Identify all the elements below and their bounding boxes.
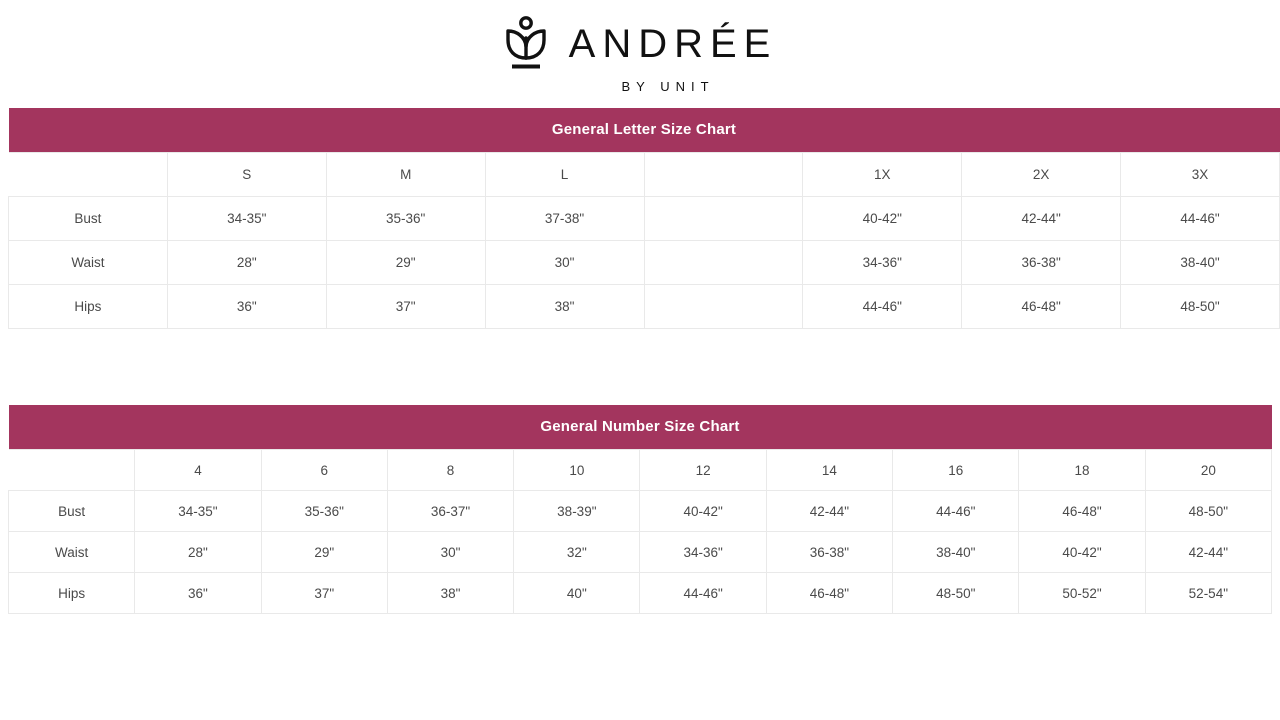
letter-chart-title-row: General Letter Size Chart — [8, 108, 1280, 153]
number-size-chart: General Number Size Chart 4 6 8 10 12 14… — [7, 405, 1273, 614]
number-waist-8: 30" — [386, 531, 515, 573]
letter-bust-1x: 40-42" — [802, 196, 963, 241]
number-header-16: 16 — [892, 449, 1020, 491]
number-hips-18: 50-52" — [1018, 572, 1146, 614]
number-hips-16: 48-50" — [892, 572, 1020, 614]
number-header-12: 12 — [639, 449, 767, 491]
letter-waist-s: 28" — [166, 240, 327, 285]
letter-size-chart: General Letter Size Chart S M L 1X 2X 3X… — [8, 108, 1280, 329]
number-chart-header-row: 4 6 8 10 12 14 16 18 20 — [8, 449, 1273, 491]
number-bust-6: 35-36" — [260, 490, 388, 532]
letter-bust-3x: 44-46" — [1120, 196, 1280, 241]
table-row: Waist 28" 29" 30" 34-36" 36-38" 38-40" — [8, 240, 1280, 285]
letter-header-corner — [8, 152, 168, 197]
number-hips-6: 37" — [260, 572, 388, 614]
number-hips-12: 44-46" — [639, 572, 767, 614]
brand-tagline: BY UNIT — [621, 79, 715, 94]
number-waist-14: 36-38" — [765, 531, 894, 573]
number-hips-4: 36" — [134, 572, 262, 614]
letter-waist-m: 29" — [325, 240, 486, 285]
number-chart-title-row: General Number Size Chart — [8, 405, 1272, 450]
letter-header-2x: 2X — [961, 152, 1122, 197]
letter-header-1x: 1X — [802, 152, 963, 197]
number-bust-20: 48-50" — [1144, 490, 1273, 532]
number-header-20: 20 — [1144, 449, 1273, 491]
letter-row-label-waist: Waist — [8, 240, 168, 285]
number-chart-title: General Number Size Chart — [8, 405, 1272, 450]
letter-row-label-hips: Hips — [8, 284, 168, 329]
brand-logo: ANDRÉE BY UNIT — [0, 16, 1280, 94]
number-hips-8: 38" — [386, 572, 515, 614]
number-bust-10: 38-39" — [513, 490, 641, 532]
letter-header-m: M — [325, 152, 486, 197]
number-waist-6: 29" — [260, 531, 388, 573]
tulip-flower-icon — [505, 16, 546, 69]
number-hips-14: 46-48" — [765, 572, 894, 614]
letter-hips-m: 37" — [325, 284, 486, 329]
brand-name: ANDRÉE — [568, 22, 778, 66]
number-waist-16: 38-40" — [892, 531, 1020, 573]
number-header-10: 10 — [513, 449, 641, 491]
letter-bust-l: 37-38" — [484, 196, 645, 241]
number-waist-20: 42-44" — [1144, 531, 1273, 573]
letter-bust-spacer — [643, 196, 804, 241]
number-hips-10: 40" — [513, 572, 641, 614]
number-header-4: 4 — [134, 449, 262, 491]
number-bust-14: 42-44" — [765, 490, 894, 532]
number-header-corner — [8, 449, 136, 491]
letter-row-label-bust: Bust — [8, 196, 168, 241]
number-waist-12: 34-36" — [639, 531, 767, 573]
number-waist-18: 40-42" — [1018, 531, 1146, 573]
letter-header-s: S — [166, 152, 327, 197]
letter-waist-spacer — [643, 240, 804, 285]
number-row-label-waist: Waist — [7, 531, 136, 573]
table-row: Hips 36" 37" 38" 44-46" 46-48" 48-50" — [8, 284, 1280, 329]
table-row: Bust 34-35" 35-36" 36-37" 38-39" 40-42" … — [7, 490, 1273, 532]
letter-chart-title: General Letter Size Chart — [8, 108, 1280, 153]
letter-bust-s: 34-35" — [166, 196, 327, 241]
letter-chart-header-row: S M L 1X 2X 3X — [8, 152, 1280, 197]
number-bust-8: 36-37" — [386, 490, 515, 532]
number-row-label-hips: Hips — [7, 572, 136, 614]
table-row: Hips 36" 37" 38" 40" 44-46" 46-48" 48-50… — [7, 572, 1273, 614]
letter-waist-2x: 36-38" — [961, 240, 1122, 285]
letter-hips-2x: 46-48" — [961, 284, 1122, 329]
number-hips-20: 52-54" — [1144, 572, 1273, 614]
letter-hips-3x: 48-50" — [1120, 284, 1280, 329]
letter-hips-l: 38" — [484, 284, 645, 329]
letter-bust-m: 35-36" — [325, 196, 486, 241]
letter-bust-2x: 42-44" — [961, 196, 1122, 241]
number-bust-4: 34-35" — [134, 490, 262, 532]
table-row: Waist 28" 29" 30" 32" 34-36" 36-38" 38-4… — [7, 531, 1273, 573]
number-bust-12: 40-42" — [639, 490, 767, 532]
number-bust-16: 44-46" — [892, 490, 1020, 532]
number-header-6: 6 — [260, 449, 388, 491]
letter-header-spacer — [643, 152, 804, 197]
table-row: Bust 34-35" 35-36" 37-38" 40-42" 42-44" … — [8, 196, 1280, 241]
number-bust-18: 46-48" — [1018, 490, 1146, 532]
letter-hips-s: 36" — [166, 284, 327, 329]
letter-waist-1x: 34-36" — [802, 240, 963, 285]
letter-waist-l: 30" — [484, 240, 645, 285]
number-waist-4: 28" — [134, 531, 262, 573]
letter-hips-spacer — [643, 284, 804, 329]
number-row-label-bust: Bust — [7, 490, 136, 532]
number-header-8: 8 — [386, 449, 515, 491]
brand-logo-row: ANDRÉE — [503, 16, 778, 72]
letter-hips-1x: 44-46" — [802, 284, 963, 329]
letter-header-l: L — [484, 152, 645, 197]
number-waist-10: 32" — [513, 531, 641, 573]
number-header-18: 18 — [1018, 449, 1146, 491]
letter-waist-3x: 38-40" — [1120, 240, 1280, 285]
number-header-14: 14 — [765, 449, 894, 491]
letter-header-3x: 3X — [1120, 152, 1280, 197]
